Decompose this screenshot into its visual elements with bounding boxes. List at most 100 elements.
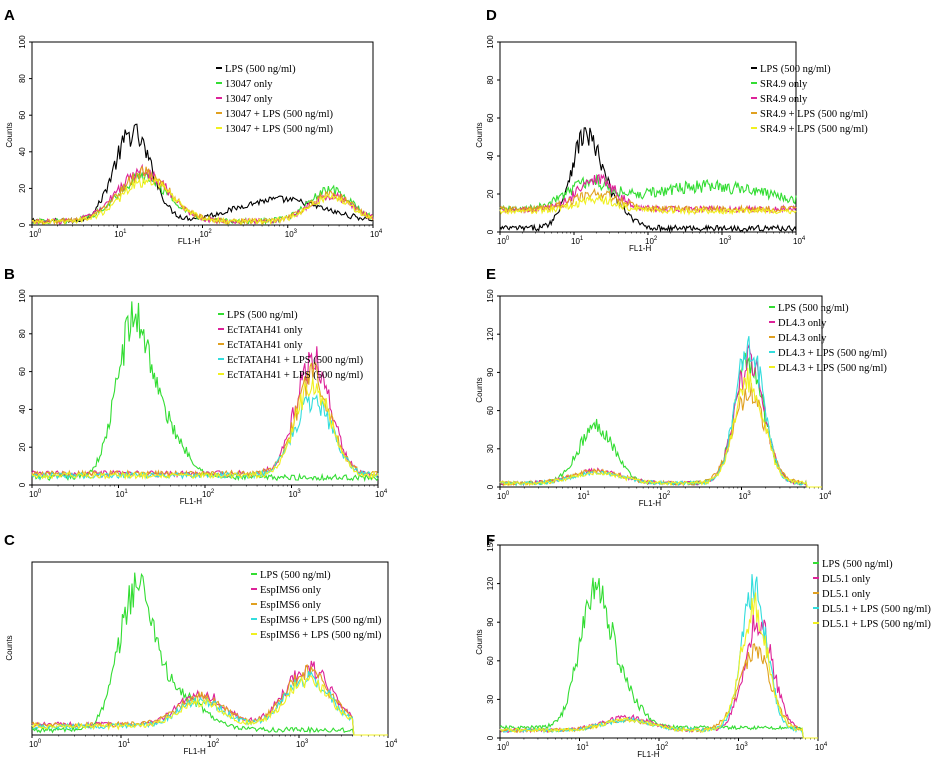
legend-label: SR4.9 + LPS (500 ng/ml) <box>760 124 868 135</box>
series-line <box>31 377 379 481</box>
legend-label: LPS (500 ng/ml) <box>778 303 849 314</box>
panel-d: D 100 101 102 103 104 FL1-H 0 20 40 60 80 100 Counts L… <box>475 7 868 253</box>
plot-frame <box>499 544 819 739</box>
series-line <box>31 165 374 226</box>
x-tick-label: 100 <box>29 739 42 749</box>
x-tick-label: 103 <box>289 489 302 499</box>
y-tick-label: 40 <box>18 147 27 156</box>
y-axis-title: Counts <box>5 635 14 660</box>
x-axis-title: FL1-H <box>629 244 651 253</box>
panel-letter: D <box>486 7 497 24</box>
series-line <box>31 675 388 736</box>
legend-label: EcTATAH41 + LPS (500 ng/ml) <box>227 370 364 381</box>
x-axis-title: FL1-H <box>637 750 659 759</box>
y-tick-label: 90 <box>486 617 495 626</box>
series-line <box>499 194 797 216</box>
y-tick-label: 20 <box>18 183 27 192</box>
panel-letter: C <box>4 532 15 549</box>
y-tick-label: 80 <box>18 74 27 83</box>
y-tick-label: 100 <box>18 35 27 49</box>
legend-label: EspIMS6 only <box>260 585 322 596</box>
x-tick-label: 100 <box>29 489 42 499</box>
panel-letter: B <box>4 266 15 283</box>
legend-label: LPS (500 ng/ml) <box>260 570 331 581</box>
y-tick-label: 60 <box>486 113 495 122</box>
x-tick-label: 100 <box>497 491 510 501</box>
x-axis-title: FL1-H <box>178 237 200 246</box>
legend-label: 13047 only <box>225 79 273 90</box>
series-line <box>499 592 818 739</box>
legend-label: EspIMS6 + LPS (500 ng/ml) <box>260 630 382 641</box>
panel-f: F 100 101 102 103 104 FL1-H 0 30 60 90 120 150 Counts… <box>475 532 931 759</box>
y-tick-label: 60 <box>18 110 27 119</box>
y-tick-label: 0 <box>18 222 27 227</box>
x-tick-label: 100 <box>29 229 42 239</box>
y-tick-label: 20 <box>486 189 495 198</box>
x-tick-label: 102 <box>645 236 658 246</box>
x-tick-label: 101 <box>571 236 584 246</box>
legend-label: LPS (500 ng/ml) <box>822 559 893 570</box>
legend-label: DL4.3 + LPS (500 ng/ml) <box>778 363 887 374</box>
legend-label: 13047 + LPS (500 ng/ml) <box>225 124 334 135</box>
x-tick-label: 104 <box>793 236 806 246</box>
plot-frame <box>31 561 389 736</box>
y-tick-label: 0 <box>486 735 495 740</box>
legend-label: EcTATAH41 only <box>227 340 303 351</box>
legend-label: DL5.1 only <box>822 574 871 585</box>
y-tick-label: 120 <box>486 327 495 341</box>
legend-label: EcTATAH41 only <box>227 325 303 336</box>
x-tick-label: 102 <box>200 229 213 239</box>
legend-label: DL5.1 + LPS (500 ng/ml) <box>822 619 931 630</box>
y-tick-label: 30 <box>486 444 495 453</box>
x-tick-label: 104 <box>385 739 398 749</box>
y-tick-label: 100 <box>18 289 27 303</box>
series-line <box>499 643 818 739</box>
legend-label: SR4.9 + LPS (500 ng/ml) <box>760 109 868 120</box>
x-axis-title: FL1-H <box>184 747 206 756</box>
x-tick-label: 102 <box>202 489 215 499</box>
y-axis-title: Counts <box>5 122 14 147</box>
x-tick-label: 104 <box>819 491 832 501</box>
y-tick-label: 0 <box>18 482 27 487</box>
legend-label: 13047 + LPS (500 ng/ml) <box>225 109 334 120</box>
x-tick-label: 103 <box>719 236 732 246</box>
x-tick-label: 104 <box>370 229 383 239</box>
x-tick-label: 104 <box>815 742 828 752</box>
y-axis-title: Counts <box>475 377 484 402</box>
panel-e: E 100 101 102 103 104 FL1-H 0 30 60 90 120 150 Counts… <box>475 266 887 508</box>
series-line <box>499 173 797 214</box>
panel-letter: A <box>4 7 15 24</box>
legend-label: DL5.1 only <box>822 589 871 600</box>
y-tick-label: 150 <box>486 538 495 552</box>
x-tick-label: 101 <box>578 491 591 501</box>
x-tick-label: 102 <box>207 739 220 749</box>
x-tick-label: 104 <box>375 489 388 499</box>
y-tick-label: 20 <box>18 442 27 451</box>
legend-label: EspIMS6 only <box>260 600 322 611</box>
y-tick-label: 150 <box>486 289 495 303</box>
y-axis-title: Counts <box>475 122 484 147</box>
panel-letter: E <box>486 266 496 283</box>
y-axis-title: Counts <box>475 629 484 654</box>
x-tick-label: 103 <box>285 229 298 239</box>
panel-a: A 100 101 102 103 104 FL1-H 0 20 40 60 80 100 Counts L… <box>4 7 383 246</box>
series-line <box>31 177 374 226</box>
x-tick-label: 101 <box>116 489 129 499</box>
y-tick-label: 30 <box>486 694 495 703</box>
plot-frame <box>499 295 823 488</box>
x-tick-label: 102 <box>656 742 669 752</box>
y-tick-label: 40 <box>18 404 27 413</box>
legend-label: DL4.3 only <box>778 318 827 329</box>
legend-label: LPS (500 ng/ml) <box>225 64 296 75</box>
legend-label: DL4.3 + LPS (500 ng/ml) <box>778 348 887 359</box>
legend-label: LPS (500 ng/ml) <box>760 64 831 75</box>
x-tick-label: 103 <box>736 742 749 752</box>
x-axis-title: FL1-H <box>639 499 661 508</box>
legend-label: DL5.1 + LPS (500 ng/ml) <box>822 604 931 615</box>
panel-letter: F <box>486 532 495 549</box>
y-tick-label: 40 <box>486 151 495 160</box>
legend-label: 13047 only <box>225 94 273 105</box>
y-tick-label: 80 <box>18 329 27 338</box>
legend-label: SR4.9 only <box>760 94 808 105</box>
